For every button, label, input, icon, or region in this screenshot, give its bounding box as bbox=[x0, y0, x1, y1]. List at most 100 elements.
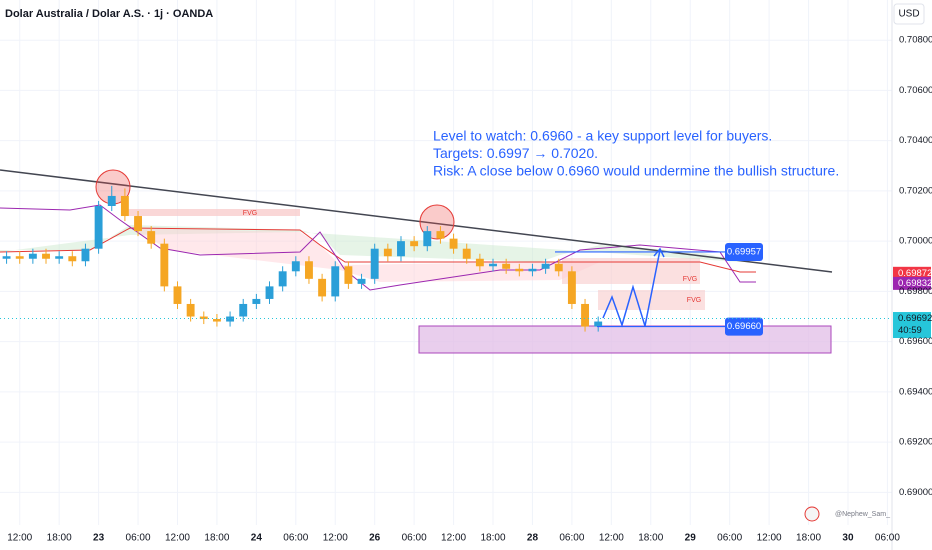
y-tick-label: 0.70000 bbox=[899, 236, 932, 247]
y-tick-label: 0.70200 bbox=[899, 185, 932, 196]
candle-body bbox=[489, 263, 497, 267]
x-tick-label: 30 bbox=[842, 533, 854, 544]
x-tick-label: 18:00 bbox=[796, 533, 821, 544]
y-tick-label: 0.69600 bbox=[899, 336, 932, 347]
candle-body bbox=[15, 256, 24, 259]
x-tick-label: 06:00 bbox=[402, 533, 427, 544]
candle-body bbox=[370, 248, 379, 279]
candle-body bbox=[212, 319, 221, 322]
x-tick-label: 18:00 bbox=[638, 533, 663, 544]
x-tick-label: 18:00 bbox=[204, 533, 229, 544]
candle-body bbox=[475, 258, 484, 267]
candle-body bbox=[581, 303, 589, 327]
candle-body bbox=[2, 256, 11, 259]
candle-body bbox=[173, 286, 182, 304]
y-tick-label: 0.69400 bbox=[899, 386, 932, 397]
chart-title: Dolar Australia / Dolar A.S. · 1j · OAND… bbox=[5, 8, 213, 20]
fvg-label: FVG bbox=[687, 297, 701, 304]
candle-body bbox=[239, 303, 248, 317]
x-tick-label: 28 bbox=[527, 533, 539, 544]
price-tag-label: 0.69692 bbox=[898, 313, 932, 324]
level-box bbox=[725, 242, 763, 261]
projection-arrow bbox=[653, 247, 665, 258]
x-tick-label: 24 bbox=[251, 533, 263, 544]
x-tick-label: 12:00 bbox=[757, 533, 782, 544]
x-tick-label: 06:00 bbox=[559, 533, 584, 544]
highlight-circle bbox=[419, 204, 455, 240]
level-box bbox=[725, 317, 763, 336]
candle-body bbox=[397, 241, 405, 257]
price-tag bbox=[893, 276, 931, 290]
y-tick-label: 0.70800 bbox=[899, 35, 932, 46]
fvg-label: FVG bbox=[243, 210, 257, 217]
y-tick-label: 0.70600 bbox=[899, 85, 932, 96]
candle-body bbox=[357, 278, 366, 284]
price-tag bbox=[893, 312, 931, 339]
candle-body bbox=[291, 261, 300, 272]
x-tick-label: 29 bbox=[685, 533, 697, 544]
x-tick-label: 18:00 bbox=[47, 533, 72, 544]
x-tick-label: 12:00 bbox=[599, 533, 624, 544]
countdown: 40:59 bbox=[898, 325, 922, 336]
x-tick-label: 12:00 bbox=[323, 533, 348, 544]
x-tick-label: 23 bbox=[93, 533, 105, 544]
projection-path bbox=[602, 249, 661, 328]
candle-body bbox=[541, 263, 550, 269]
cloud bbox=[0, 225, 740, 262]
price-tag-label: 0.69872 bbox=[898, 268, 932, 279]
price-tag bbox=[893, 266, 931, 280]
candle-body bbox=[120, 195, 129, 217]
x-tick-label: 12:00 bbox=[165, 533, 190, 544]
fvg-zone bbox=[598, 290, 705, 310]
candle-body bbox=[449, 238, 458, 249]
y-tick-label: 0.70400 bbox=[899, 135, 932, 146]
candle-body bbox=[462, 248, 471, 259]
note-line: Level to watch: 0.6960 - a key support l… bbox=[433, 128, 772, 144]
candles bbox=[2, 185, 603, 332]
x-tick-label: 12:00 bbox=[7, 533, 32, 544]
level-label: 0.69957 bbox=[727, 246, 761, 257]
candle-body bbox=[594, 321, 603, 327]
candle-body bbox=[528, 268, 537, 272]
currency-box[interactable] bbox=[893, 3, 925, 25]
candle-body bbox=[81, 248, 90, 262]
y-tick-label: 0.69000 bbox=[899, 487, 932, 498]
candle-body bbox=[331, 266, 340, 297]
candle-body bbox=[28, 253, 37, 259]
x-tick-label: 06:00 bbox=[126, 533, 151, 544]
candle-body bbox=[42, 253, 50, 259]
candle-body bbox=[278, 271, 287, 287]
note-line: Risk: A close below 0.6960 would undermi… bbox=[433, 163, 839, 179]
note-line: Targets: 0.6997 → 0.7020. bbox=[433, 145, 598, 161]
fvg-label: FVG bbox=[683, 276, 697, 283]
currency: USD bbox=[898, 9, 919, 20]
candle-body bbox=[502, 263, 511, 269]
candle-body bbox=[160, 243, 169, 287]
x-tick-label: 26 bbox=[369, 533, 381, 544]
x-tick-label: 18:00 bbox=[480, 533, 505, 544]
x-tick-label: 06:00 bbox=[283, 533, 308, 544]
candle-body bbox=[199, 316, 208, 320]
ichimoku-line bbox=[0, 204, 756, 291]
candle-body bbox=[515, 268, 524, 272]
fvg-zone bbox=[125, 209, 300, 216]
candle-body bbox=[410, 241, 419, 247]
candle-body bbox=[423, 231, 432, 247]
level-label: 0.69660 bbox=[727, 321, 761, 332]
candle-body bbox=[147, 231, 156, 244]
candle-body bbox=[265, 286, 274, 299]
candle-body bbox=[554, 263, 563, 272]
y-tick-label: 0.69200 bbox=[899, 437, 932, 448]
candle-body bbox=[226, 316, 235, 322]
candle-body bbox=[107, 195, 116, 206]
watermark: @Nephew_Sam_ bbox=[835, 511, 890, 518]
candle-body bbox=[305, 261, 313, 279]
y-tick-label: 0.69800 bbox=[899, 286, 932, 297]
candle-body bbox=[252, 298, 261, 304]
cloud bbox=[130, 228, 600, 282]
support-zone bbox=[418, 325, 832, 354]
x-tick-label: 06:00 bbox=[875, 533, 900, 544]
x-tick-label: 12:00 bbox=[441, 533, 466, 544]
logo bbox=[804, 506, 820, 522]
